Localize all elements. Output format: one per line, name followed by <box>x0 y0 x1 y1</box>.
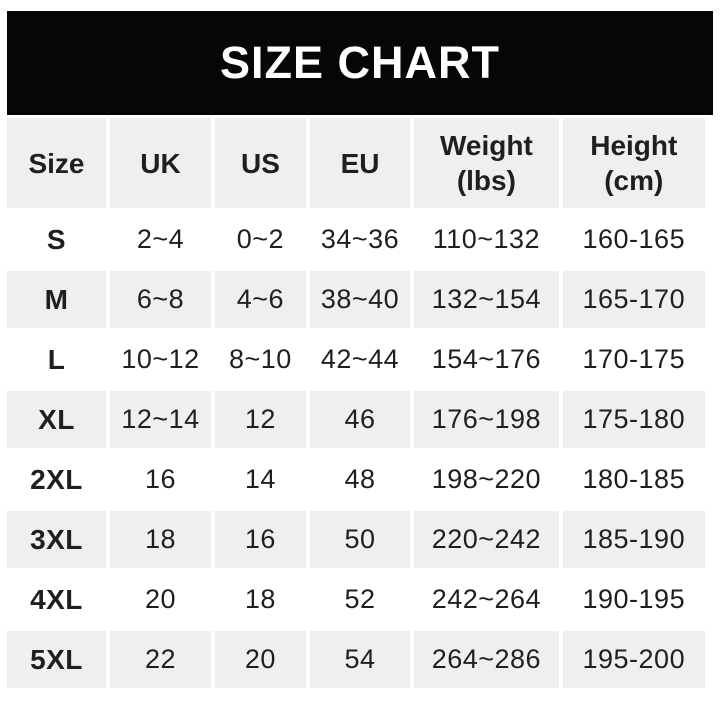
cell-size: L <box>7 331 106 388</box>
size-row-s: S 2~4 0~2 34~36 110~132 160-165 <box>7 211 705 268</box>
cell-height: 195-200 <box>562 631 705 688</box>
cell-weight: 264~286 <box>414 631 559 688</box>
column-header-uk: UK <box>109 118 211 208</box>
cell-height: 170-175 <box>562 331 705 388</box>
cell-eu: 50 <box>309 511 411 568</box>
cell-size: S <box>7 211 106 268</box>
column-header-height-unit: (cm) <box>604 165 664 196</box>
cell-weight: 132~154 <box>414 271 559 328</box>
column-header-eu-label: EU <box>340 147 380 179</box>
cell-height: 175-180 <box>562 391 705 448</box>
cell-uk: 6~8 <box>109 271 211 328</box>
cell-eu: 48 <box>309 451 411 508</box>
cell-size: M <box>7 271 106 328</box>
cell-weight: 198~220 <box>414 451 559 508</box>
cell-size: XL <box>7 391 106 448</box>
column-header-us: US <box>215 118 306 208</box>
cell-us: 18 <box>215 571 306 628</box>
cell-size: 5XL <box>7 631 106 688</box>
size-chart-title: SIZE CHART <box>220 37 500 88</box>
cell-uk: 20 <box>109 571 211 628</box>
column-header-size: Size <box>7 118 106 208</box>
cell-weight: 110~132 <box>414 211 559 268</box>
cell-eu: 34~36 <box>309 211 411 268</box>
cell-eu: 52 <box>309 571 411 628</box>
cell-height: 180-185 <box>562 451 705 508</box>
size-row-3xl: 3XL 18 16 50 220~242 185-190 <box>7 511 705 568</box>
cell-height: 160-165 <box>562 211 705 268</box>
cell-eu: 38~40 <box>309 271 411 328</box>
column-header-us-label: US <box>240 147 280 179</box>
size-row-xl: XL 12~14 12 46 176~198 175-180 <box>7 391 705 448</box>
column-header-uk-label: UK <box>140 147 181 179</box>
cell-size: 3XL <box>7 511 106 568</box>
cell-us: 0~2 <box>215 211 306 268</box>
cell-height: 165-170 <box>562 271 705 328</box>
column-header-size-label: Size <box>28 147 85 179</box>
cell-uk: 18 <box>109 511 211 568</box>
size-row-m: M 6~8 4~6 38~40 132~154 165-170 <box>7 271 705 328</box>
cell-weight: 176~198 <box>414 391 559 448</box>
cell-us: 12 <box>215 391 306 448</box>
cell-us: 14 <box>215 451 306 508</box>
column-header-height: Height (cm) <box>562 118 705 208</box>
column-header-height-label: Height <box>590 130 678 161</box>
size-row-4xl: 4XL 20 18 52 242~264 190-195 <box>7 571 705 628</box>
cell-us: 8~10 <box>215 331 306 388</box>
cell-size: 4XL <box>7 571 106 628</box>
cell-us: 16 <box>215 511 306 568</box>
cell-eu: 54 <box>309 631 411 688</box>
cell-uk: 2~4 <box>109 211 211 268</box>
header-row: Size UK US EU Weight (lbs) Height (cm) <box>7 118 705 208</box>
cell-eu: 46 <box>309 391 411 448</box>
cell-uk: 10~12 <box>109 331 211 388</box>
size-row-2xl: 2XL 16 14 48 198~220 180-185 <box>7 451 705 508</box>
cell-us: 20 <box>215 631 306 688</box>
cell-weight: 220~242 <box>414 511 559 568</box>
column-header-eu: EU <box>309 118 411 208</box>
cell-us: 4~6 <box>215 271 306 328</box>
cell-uk: 12~14 <box>109 391 211 448</box>
size-table: Size UK US EU Weight (lbs) Height (cm) S… <box>3 115 709 691</box>
cell-size: 2XL <box>7 451 106 508</box>
cell-uk: 16 <box>109 451 211 508</box>
cell-height: 185-190 <box>562 511 705 568</box>
cell-weight: 242~264 <box>414 571 559 628</box>
cell-eu: 42~44 <box>309 331 411 388</box>
column-header-weight: Weight (lbs) <box>414 118 559 208</box>
size-row-l: L 10~12 8~10 42~44 154~176 170-175 <box>7 331 705 388</box>
column-header-weight-unit: (lbs) <box>456 165 516 196</box>
size-chart-banner: SIZE CHART <box>7 11 713 115</box>
cell-weight: 154~176 <box>414 331 559 388</box>
size-row-5xl: 5XL 22 20 54 264~286 195-200 <box>7 631 705 688</box>
cell-height: 190-195 <box>562 571 705 628</box>
column-header-weight-label: Weight <box>439 130 533 161</box>
cell-uk: 22 <box>109 631 211 688</box>
